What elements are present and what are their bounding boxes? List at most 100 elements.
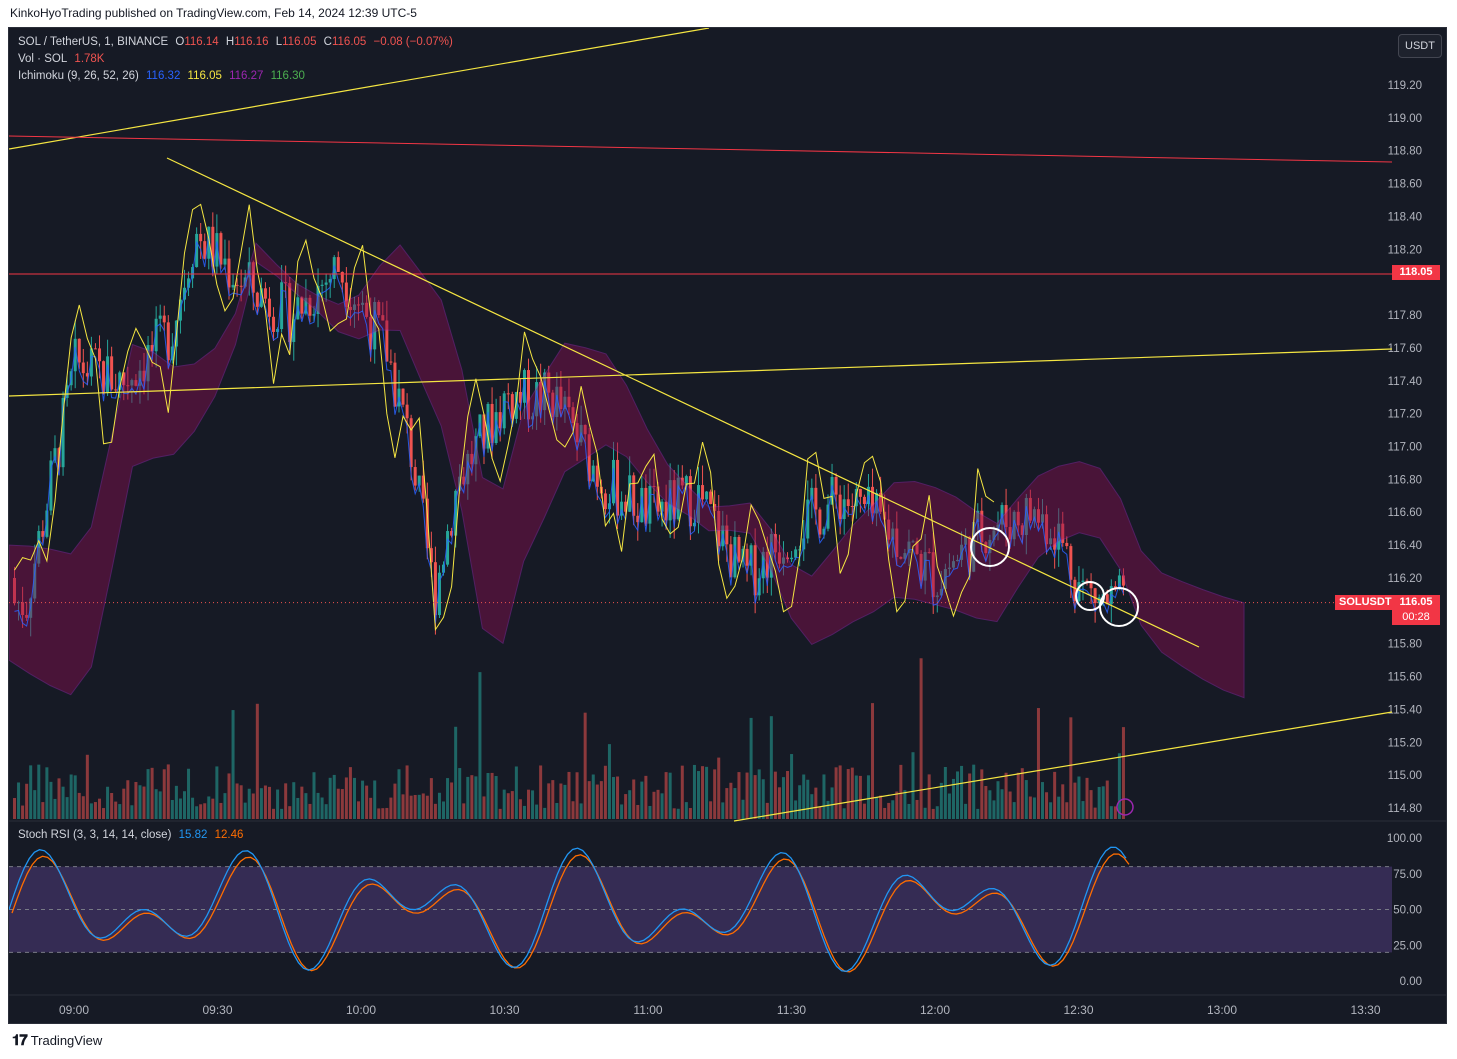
volume-bar [696,771,700,819]
volume-bar [182,791,186,819]
volume-bar [506,793,510,819]
volume-bar [951,778,955,819]
countdown-tag: 00:28 [1392,610,1440,625]
candle-body [166,322,170,361]
volume-bar [624,794,628,819]
volume-bar [33,790,37,819]
volume-bar [547,783,551,819]
candle-body [466,453,470,485]
volume-bar [745,772,749,819]
volume-bar [583,712,587,819]
price-axis-label: 115.20 [1388,737,1422,749]
volume-bar [486,773,490,819]
volume-bar [567,771,571,819]
price-axis-label: 117.20 [1388,409,1422,421]
volume-bar [203,803,207,819]
volume-bar [692,764,696,819]
volume-bar [879,795,883,819]
volume-bar [450,782,454,819]
candle-body [377,301,381,316]
candle-body [907,541,911,554]
volume-bar [458,768,462,819]
volume-bar [304,793,308,819]
candle-body [964,536,968,545]
volume-bar [429,778,433,819]
footer: 𝟏𝟕 TradingView [12,1032,102,1049]
volume-bar [611,777,615,819]
candle-body [648,485,652,524]
volume-bar [733,788,737,819]
candle-body [761,551,765,579]
volume-bar [106,786,110,819]
currency-button[interactable]: USDT [1398,34,1442,58]
candle-body [1069,546,1073,580]
volume-bar [263,785,267,819]
price-axis-label: 115.80 [1388,639,1422,651]
candle-body [393,362,397,407]
price-axis-label: 117.60 [1388,343,1422,355]
candle-body [611,459,615,504]
volume-bar [162,769,166,819]
trendline-descending [166,157,1200,648]
candle-body [89,348,93,377]
candle-body [616,459,620,516]
volume-bar [705,766,709,819]
volume-bar [842,808,846,819]
candle-body [417,475,421,486]
chart-frame[interactable]: 119.20 119.00 118.80 118.60 118.40 118.20 117.… [8,27,1447,1024]
candle-body [838,494,842,520]
candle-body [409,418,413,468]
volume-bar [1024,780,1028,819]
volume-bar [437,792,441,819]
volume-bar [988,790,992,819]
candle-body [369,316,373,350]
volume-bar [69,774,73,819]
candle-body [603,493,607,510]
volume-bar [830,787,834,819]
candle-body [915,541,919,554]
time-axis-label: 13:30 [1350,1003,1380,1017]
volume-bar [397,769,401,819]
candle-body [939,588,943,596]
candle-body [231,284,235,288]
price-axis-label: 119.00 [1388,113,1422,125]
volume-bar [956,771,960,819]
candle-body [73,338,77,372]
candle-body [781,557,785,564]
candle-body [587,434,591,482]
candle-body [814,487,818,510]
candle-body [17,602,21,604]
candle-body [1121,575,1125,586]
chart-canvas[interactable]: 119.20 119.00 118.80 118.60 118.40 118.20 117.… [9,28,1447,1024]
candle-body [158,315,162,319]
candle-body [316,285,320,314]
volume-bar [676,808,680,819]
volume-bar [656,789,660,819]
volume-bar [846,769,850,819]
trendline-red [9,135,1393,163]
candle-body [1089,582,1093,589]
volume-bar [405,765,409,819]
candle-body [421,475,425,499]
volume-bar [267,786,271,819]
candle-body [102,361,106,394]
candle-body [1053,538,1057,550]
volume-bar [798,785,802,819]
volume-bar [377,808,381,819]
volume-bar [227,773,231,819]
volume-bar [757,769,761,819]
volume-bar [89,803,93,819]
candle-body [21,602,25,615]
volume-bar [717,757,721,819]
candle-body [968,536,972,572]
price-axis-label: 118.40 [1388,211,1422,223]
volume-bar [632,779,636,819]
volume-bar [102,808,106,819]
candle-body [150,345,154,352]
volume-bar [369,797,373,819]
price-axis-label: 118.60 [1388,179,1422,191]
volume-bar [729,782,733,819]
volume-bar [721,802,725,819]
volume-bar [960,765,964,819]
volume-bar [660,793,664,819]
